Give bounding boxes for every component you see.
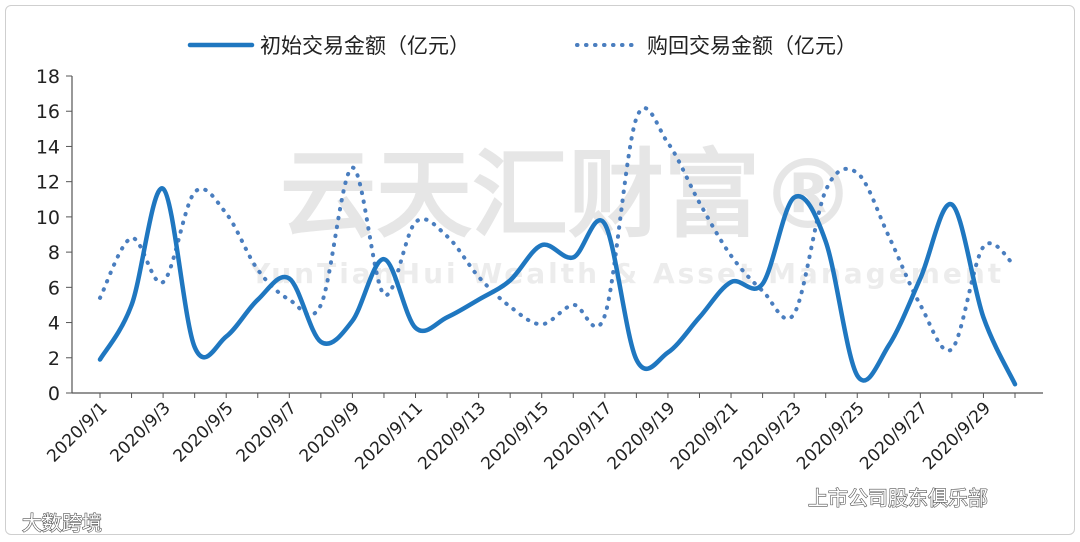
y-tick-label: 2 — [48, 348, 60, 370]
legend-label-2: 购回交易金额（亿元） — [647, 34, 857, 58]
footer-left-text: 大数跨境 — [22, 511, 102, 535]
series-line-repurchase — [98, 106, 1017, 353]
x-tick-label: 2020/9/23 — [730, 398, 806, 474]
x-tick-label: 2020/9/17 — [541, 398, 617, 474]
chart-frame — [5, 5, 1075, 535]
y-tick-label: 8 — [48, 242, 60, 264]
watermark-subtext: YunTianHui Wealth & Asset Management — [249, 257, 1004, 290]
y-tick-label: 14 — [36, 136, 60, 158]
x-tick-label: 2020/9/1 — [43, 398, 111, 466]
y-tick-label: 6 — [48, 277, 60, 299]
x-tick-label: 2020/9/25 — [793, 398, 869, 474]
footer-right-text: 上市公司股东俱乐部 — [808, 486, 988, 510]
y-tick-label: 12 — [36, 172, 60, 194]
y-tick-label: 0 — [48, 383, 60, 405]
watermark-text: 云天汇财富® — [280, 139, 856, 251]
series-layer — [97, 106, 1018, 387]
x-tick-label: 2020/9/11 — [351, 398, 427, 474]
x-tick-label: 2020/9/27 — [856, 398, 932, 474]
y-tick-label: 18 — [36, 66, 60, 88]
x-tick-label: 2020/9/13 — [414, 398, 490, 474]
x-tick-label: 2020/9/19 — [604, 398, 680, 474]
footer: 大数跨境 上市公司股东俱乐部 — [21, 485, 988, 535]
x-tick-label: 2020/9/7 — [233, 398, 301, 466]
series-line-initial — [97, 186, 1018, 387]
y-tick-label: 10 — [36, 207, 60, 229]
y-tick-label: 4 — [48, 313, 60, 335]
x-tick-label: 2020/9/5 — [170, 398, 238, 466]
x-tick-label: 2020/9/3 — [107, 398, 175, 466]
x-tick-label: 2020/9/21 — [667, 398, 743, 474]
legend: 初始交易金额（亿元） 购回交易金额（亿元） — [187, 34, 857, 58]
y-tick-label: 16 — [36, 101, 60, 123]
x-tick-label: 2020/9/29 — [919, 398, 995, 474]
x-tick-label: 2020/9/15 — [477, 398, 553, 474]
watermark: 云天汇财富® YunTianHui Wealth & Asset Managem… — [249, 139, 1004, 290]
legend-label-1: 初始交易金额（亿元） — [260, 34, 470, 58]
